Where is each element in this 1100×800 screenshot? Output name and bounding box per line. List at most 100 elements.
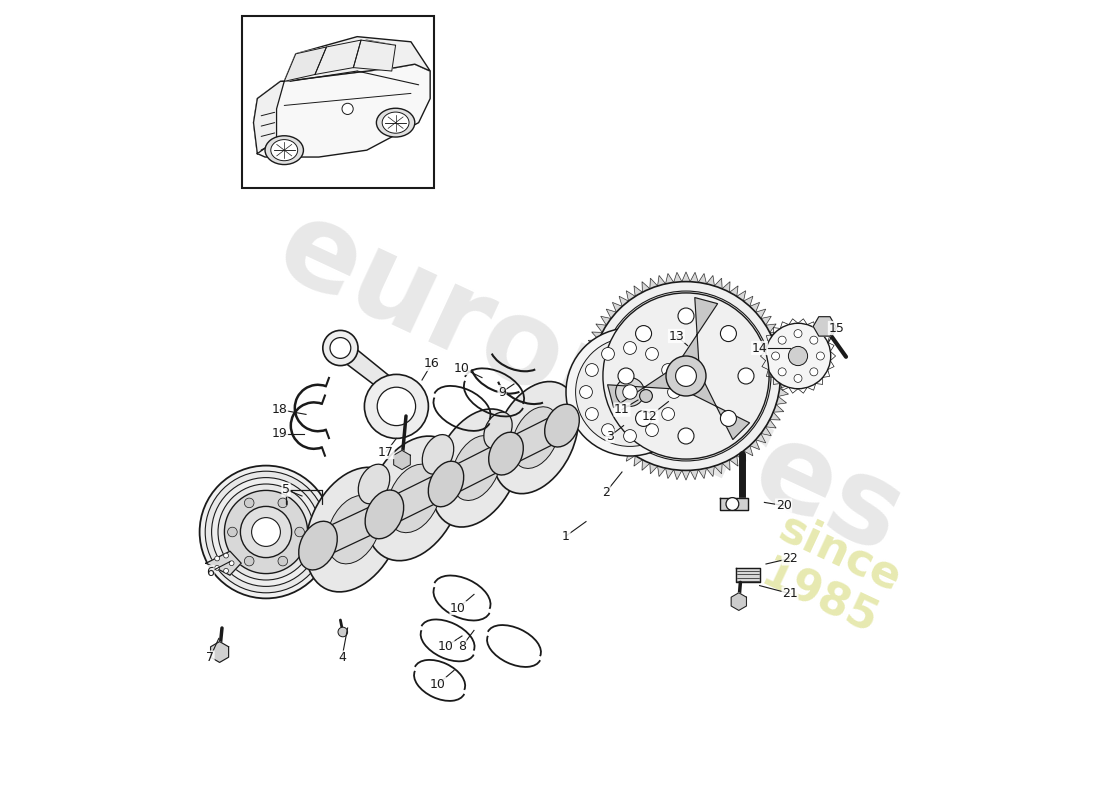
Polygon shape xyxy=(736,568,760,582)
Circle shape xyxy=(794,374,802,382)
Polygon shape xyxy=(210,642,229,662)
Polygon shape xyxy=(394,450,410,470)
Polygon shape xyxy=(642,282,650,292)
Ellipse shape xyxy=(306,467,403,592)
Text: 10: 10 xyxy=(438,640,454,653)
Polygon shape xyxy=(673,470,682,480)
Polygon shape xyxy=(666,468,673,478)
Circle shape xyxy=(771,352,780,360)
Ellipse shape xyxy=(431,409,521,527)
Circle shape xyxy=(666,356,706,396)
Polygon shape xyxy=(613,440,623,450)
Polygon shape xyxy=(601,316,612,326)
Polygon shape xyxy=(719,498,748,510)
Polygon shape xyxy=(253,82,284,154)
Circle shape xyxy=(580,386,593,398)
Circle shape xyxy=(377,387,416,426)
Polygon shape xyxy=(315,40,396,55)
Ellipse shape xyxy=(387,464,441,533)
Circle shape xyxy=(214,556,220,561)
Circle shape xyxy=(675,366,696,386)
Text: since
1985: since 1985 xyxy=(751,506,909,646)
Polygon shape xyxy=(706,275,714,286)
Ellipse shape xyxy=(376,108,415,137)
Circle shape xyxy=(602,347,615,360)
Polygon shape xyxy=(690,272,698,282)
Polygon shape xyxy=(634,456,642,466)
Polygon shape xyxy=(698,468,706,478)
Polygon shape xyxy=(780,364,790,372)
Text: 4: 4 xyxy=(338,651,345,664)
Circle shape xyxy=(794,330,802,338)
Text: 16: 16 xyxy=(424,358,440,370)
Circle shape xyxy=(199,466,332,598)
Circle shape xyxy=(662,408,674,421)
Ellipse shape xyxy=(271,139,298,161)
Circle shape xyxy=(244,556,254,566)
Circle shape xyxy=(322,330,358,366)
Polygon shape xyxy=(658,275,666,286)
Ellipse shape xyxy=(382,112,409,133)
Polygon shape xyxy=(756,434,766,443)
Circle shape xyxy=(601,291,771,461)
Polygon shape xyxy=(756,309,766,318)
Circle shape xyxy=(585,363,598,376)
Text: 19: 19 xyxy=(272,427,287,440)
Text: 15: 15 xyxy=(828,322,845,334)
Polygon shape xyxy=(766,324,777,333)
Circle shape xyxy=(636,326,651,342)
Polygon shape xyxy=(766,419,777,428)
Polygon shape xyxy=(626,451,636,461)
Circle shape xyxy=(778,368,786,376)
Polygon shape xyxy=(592,332,603,340)
Polygon shape xyxy=(761,426,771,436)
Circle shape xyxy=(624,342,637,354)
Polygon shape xyxy=(626,291,636,301)
Polygon shape xyxy=(619,296,628,306)
Polygon shape xyxy=(584,388,594,397)
Polygon shape xyxy=(714,463,722,474)
Polygon shape xyxy=(206,551,241,575)
Polygon shape xyxy=(773,340,783,348)
Polygon shape xyxy=(750,302,759,312)
Ellipse shape xyxy=(488,432,524,475)
Text: 8: 8 xyxy=(458,640,466,653)
Polygon shape xyxy=(737,451,746,461)
Polygon shape xyxy=(778,355,789,364)
Polygon shape xyxy=(706,466,714,477)
Polygon shape xyxy=(585,348,596,355)
Ellipse shape xyxy=(428,462,464,506)
Circle shape xyxy=(678,428,694,444)
Ellipse shape xyxy=(359,464,389,504)
Text: 10: 10 xyxy=(450,602,466,614)
Bar xyxy=(242,16,434,188)
Ellipse shape xyxy=(265,136,304,165)
Polygon shape xyxy=(606,434,616,443)
Circle shape xyxy=(244,498,254,508)
Ellipse shape xyxy=(452,435,502,501)
Polygon shape xyxy=(750,440,759,450)
Polygon shape xyxy=(773,404,783,412)
Circle shape xyxy=(338,627,348,637)
Polygon shape xyxy=(584,355,594,364)
Text: 7: 7 xyxy=(206,651,214,664)
Circle shape xyxy=(364,374,428,438)
Circle shape xyxy=(330,338,351,358)
Polygon shape xyxy=(585,397,596,404)
Text: 14: 14 xyxy=(751,342,768,354)
Text: 1: 1 xyxy=(562,530,570,542)
Polygon shape xyxy=(353,40,396,71)
Polygon shape xyxy=(606,309,616,318)
Text: 11: 11 xyxy=(614,403,630,416)
Circle shape xyxy=(214,566,220,570)
Polygon shape xyxy=(582,380,593,388)
Polygon shape xyxy=(601,426,612,436)
Circle shape xyxy=(566,328,694,456)
Circle shape xyxy=(668,386,681,398)
Circle shape xyxy=(223,569,229,574)
Polygon shape xyxy=(673,272,682,282)
Ellipse shape xyxy=(484,412,513,449)
Polygon shape xyxy=(770,332,780,340)
Polygon shape xyxy=(698,274,706,284)
Polygon shape xyxy=(729,286,738,296)
